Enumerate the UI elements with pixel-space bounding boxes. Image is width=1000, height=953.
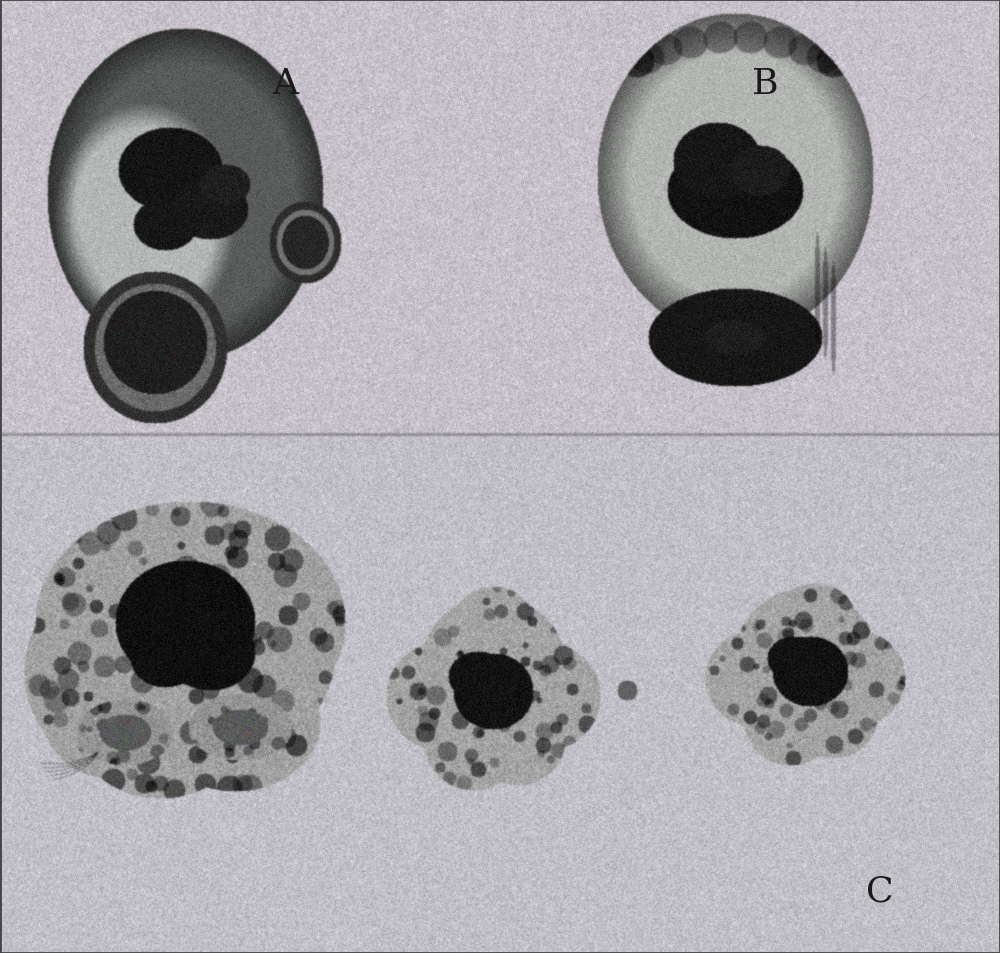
Text: C: C: [866, 874, 894, 908]
Text: B: B: [752, 67, 778, 101]
Text: A: A: [272, 67, 298, 101]
